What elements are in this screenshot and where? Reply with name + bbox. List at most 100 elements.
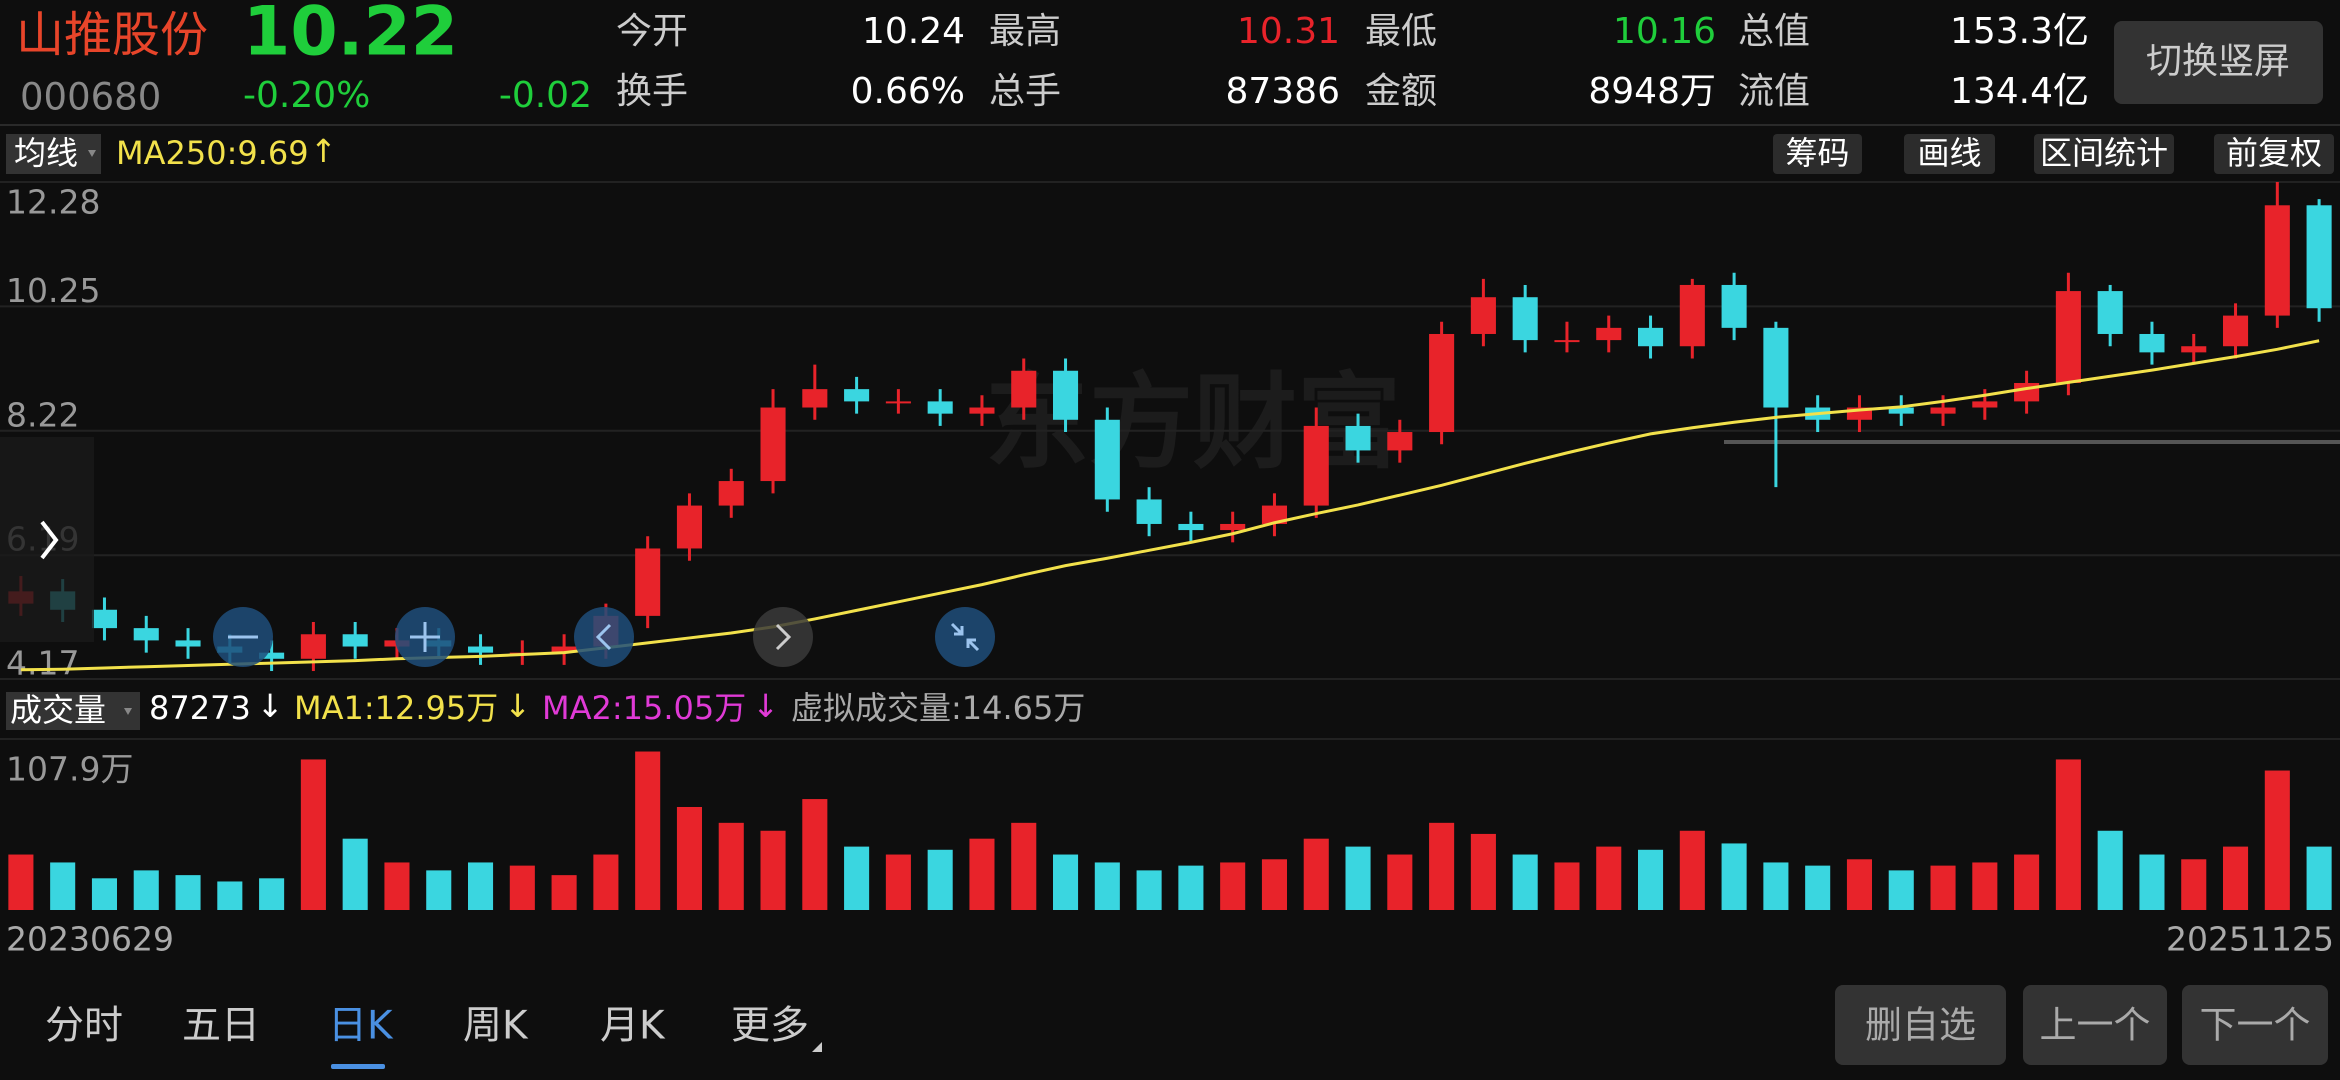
toolbar-button[interactable] xyxy=(1773,134,1862,174)
volume-select[interactable] xyxy=(6,692,140,730)
volume-bar xyxy=(2014,854,2040,910)
stat-value: 10.24 xyxy=(862,11,965,52)
stock-name: 山推股份 xyxy=(16,7,208,63)
action-label: 下一个 xyxy=(2200,1004,2311,1047)
period-tab[interactable]: 五日 xyxy=(182,1004,260,1049)
volume-bar xyxy=(1679,830,1705,910)
volume-bar xyxy=(1972,862,1998,910)
volume-bar xyxy=(551,875,577,910)
volume-bar xyxy=(1429,822,1455,910)
volume-bar xyxy=(175,875,201,910)
volume-bar xyxy=(2306,846,2332,910)
candle-body xyxy=(1888,407,1914,414)
indicator-label: 均线 xyxy=(14,134,78,172)
start-date: 20230629 xyxy=(6,920,174,959)
volume-bar xyxy=(384,862,410,910)
volume-bar xyxy=(927,849,953,910)
candle-body xyxy=(1721,284,1747,328)
ma250-arrow: ↑ xyxy=(310,132,337,170)
candle-body xyxy=(2223,315,2249,347)
toolbar-button-label: 筹码 xyxy=(1785,134,1849,172)
toolbar-button-label: 区间统计 xyxy=(2040,134,2168,172)
ma250-line xyxy=(20,339,2320,672)
volume-bar xyxy=(1888,870,1914,910)
period-tab[interactable]: 月K xyxy=(600,1004,666,1049)
price: 10.22 xyxy=(243,0,458,72)
indicator-select[interactable] xyxy=(6,134,101,174)
scroll-right[interactable] xyxy=(753,607,813,667)
candle-body xyxy=(1972,401,1998,408)
volume-legend-arrow: ↓ xyxy=(504,687,531,725)
toolbar-button[interactable] xyxy=(2034,134,2174,174)
volume-bar xyxy=(1554,862,1580,910)
volume-bar xyxy=(1220,862,1246,910)
period-tab[interactable]: 周K xyxy=(463,1004,529,1049)
change-pct: -0.20% xyxy=(243,75,370,116)
toolbar-button[interactable] xyxy=(2214,134,2334,174)
period-tab[interactable]: 日K xyxy=(328,1004,394,1049)
watermark: 东方财富 xyxy=(985,361,1401,483)
reset-zoom[interactable] xyxy=(935,607,995,667)
side-panel[interactable] xyxy=(0,437,94,642)
volume-bar xyxy=(2139,854,2165,910)
icon xyxy=(410,622,440,652)
dropdown-icon xyxy=(88,150,96,157)
candle-body xyxy=(676,505,702,549)
volume-selector: 成交量 xyxy=(10,691,106,729)
action-button[interactable] xyxy=(2182,985,2328,1065)
toolbar-button[interactable] xyxy=(1904,134,1995,174)
candle-body xyxy=(1011,370,1037,408)
candle-body xyxy=(718,481,744,506)
candle-body xyxy=(2055,291,2081,384)
more-icon xyxy=(812,1042,822,1052)
stat-label: 最高 xyxy=(989,11,1061,52)
stat-value: 8948万 xyxy=(1588,71,1716,112)
volume-bar xyxy=(1011,822,1037,910)
volume-bar xyxy=(1261,859,1287,910)
volume-bar xyxy=(1846,859,1872,910)
candle-body xyxy=(1638,327,1664,347)
volume-bar xyxy=(1638,849,1664,910)
volume-bar xyxy=(1387,854,1413,910)
toolbar-button-label: 前复权 xyxy=(2226,134,2322,172)
action-button[interactable] xyxy=(2023,985,2167,1065)
period-tab[interactable]: 更多 xyxy=(731,1004,809,1049)
volume-bar xyxy=(1345,846,1371,910)
rotate-button[interactable] xyxy=(2114,21,2323,104)
volume-bar xyxy=(426,870,452,910)
candle-body xyxy=(1512,297,1538,341)
volume-bar xyxy=(2181,859,2207,910)
volume-bar xyxy=(1303,838,1329,910)
candle-body xyxy=(91,609,117,629)
scroll-left[interactable] xyxy=(574,607,634,667)
candle-body xyxy=(1303,425,1329,506)
volume-bar xyxy=(133,870,159,910)
candle-body xyxy=(133,628,159,641)
volume-bar xyxy=(468,862,494,910)
volume-chart: 107.9万 xyxy=(0,738,2340,910)
volume-bar xyxy=(969,838,995,910)
candle-body xyxy=(259,652,285,659)
volume-bar xyxy=(1596,846,1622,910)
candle-body xyxy=(635,548,661,616)
volume-bar xyxy=(50,862,76,910)
volume-bar xyxy=(844,846,870,910)
volume-bar xyxy=(760,830,786,910)
volume-legend: 87273 ↓ MA1:12.95万 ↓ MA2:15.05万 ↓ xyxy=(149,687,779,727)
rotate-label: 切换竖屏 xyxy=(2146,41,2290,82)
volume-legend-arrow: ↓ xyxy=(257,687,284,725)
stat-value: 10.16 xyxy=(1613,11,1716,52)
stat-label: 金额 xyxy=(1365,71,1437,112)
volume-bar xyxy=(1721,843,1747,910)
period-tab[interactable]: 分时 xyxy=(45,1004,123,1049)
action-button[interactable] xyxy=(1835,985,2006,1065)
volume-bar xyxy=(342,838,368,910)
volume-bar xyxy=(885,854,911,910)
candle-body xyxy=(1178,523,1204,531)
volume-bar xyxy=(2055,759,2081,910)
period-tabs: 分时 五日 日K 周K 月K 更多 xyxy=(45,1004,822,1069)
stat-value: 87386 xyxy=(1225,71,1340,112)
zoom-controls xyxy=(213,607,995,667)
